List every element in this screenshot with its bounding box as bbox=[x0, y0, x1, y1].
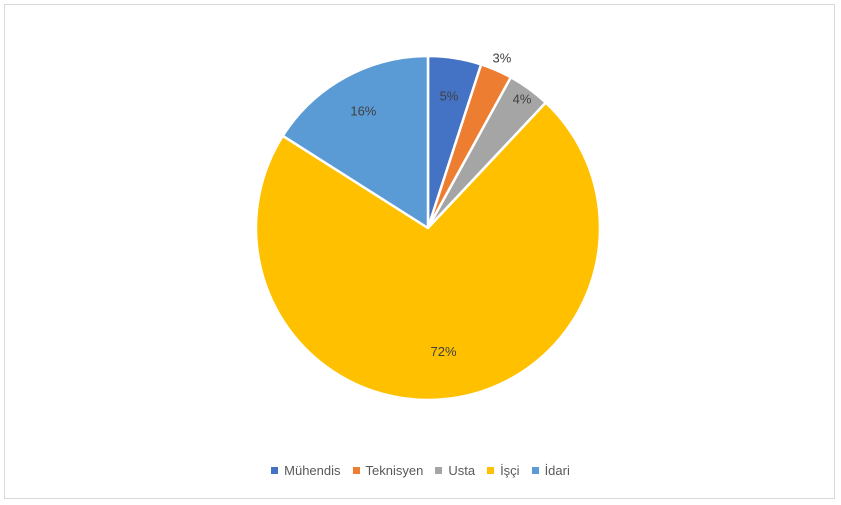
pie-slice-4 bbox=[281, 54, 430, 230]
pie-data-label-3: 72% bbox=[431, 344, 457, 359]
pie-data-label-4: 16% bbox=[350, 103, 376, 118]
legend-item-4: İdari bbox=[531, 463, 570, 478]
legend-item-0: Mühendis bbox=[271, 463, 341, 478]
chart-legend: Mühendis Teknisyen Usta İşçi İdari bbox=[0, 462, 841, 478]
legend-label-1: Teknisyen bbox=[365, 463, 424, 478]
legend-item-3: İşçi bbox=[487, 463, 520, 478]
pie-data-label-1: 3% bbox=[492, 50, 511, 65]
legend-label-4: İdari bbox=[544, 463, 570, 478]
pie-slice-3 bbox=[254, 101, 602, 402]
legend-label-0: Mühendis bbox=[284, 463, 341, 478]
legend-item-1: Teknisyen bbox=[352, 463, 424, 478]
legend-swatch-3 bbox=[487, 467, 495, 474]
legend-swatch-1 bbox=[352, 467, 360, 474]
legend-swatch-0 bbox=[271, 467, 279, 474]
pie-data-label-0: 5% bbox=[440, 88, 459, 103]
legend-swatch-2 bbox=[435, 467, 443, 474]
legend-item-2: Usta bbox=[435, 463, 475, 478]
pie-data-label-2: 4% bbox=[513, 92, 532, 107]
legend-label-3: İşçi bbox=[500, 463, 520, 478]
legend-swatch-4 bbox=[531, 467, 539, 474]
legend-label-2: Usta bbox=[448, 463, 476, 478]
